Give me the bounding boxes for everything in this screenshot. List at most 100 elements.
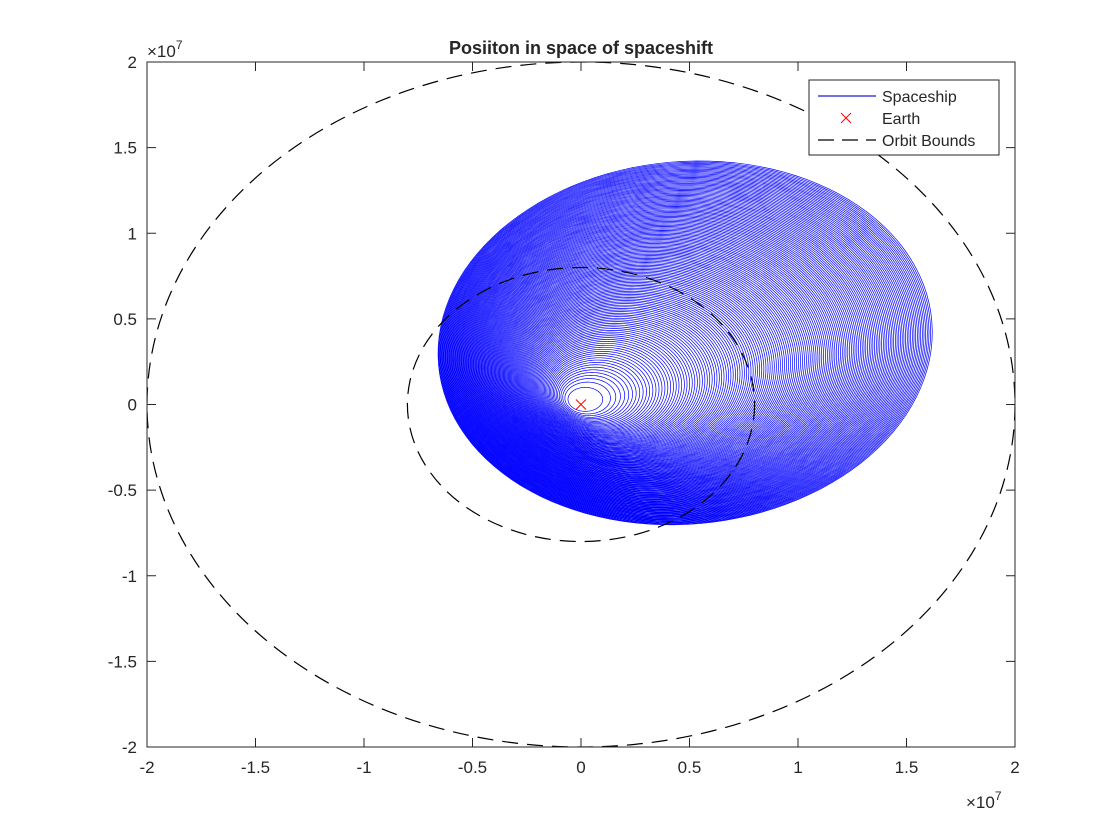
spaceship-orbit-line (513, 293, 741, 458)
y-axis-ticks: -2 -1.5 -1 -0.5 0 0.5 1 1.5 2 (108, 53, 1015, 757)
spaceship-orbit-line (520, 306, 723, 452)
spaceship-orbit-line (461, 203, 872, 504)
spaceship-orbit-line (475, 228, 836, 491)
spaceship-orbit-line (450, 184, 900, 514)
spaceship-orbit-line (503, 277, 765, 467)
spaceship-orbit-line (490, 255, 797, 478)
x-tick-label: -0.5 (458, 758, 487, 777)
spaceship-orbit-line (469, 217, 852, 497)
spaceship-orbit-line (509, 287, 750, 461)
spaceship-orbit-line (459, 199, 877, 506)
spaceship-orbit-line (538, 337, 677, 437)
spaceship-orbit-line (535, 331, 685, 440)
orbit-bounds (147, 62, 1015, 747)
spaceship-orbit-line (462, 206, 868, 503)
legend-box (808, 79, 1000, 156)
spaceship-orbit-line (521, 308, 720, 451)
y-axis-exponent-power: 7 (176, 38, 183, 52)
spaceship-orbit-line (543, 346, 663, 432)
spaceship-orbit-line (445, 174, 913, 518)
spaceship-orbit-line (470, 219, 849, 496)
spaceship-orbit-line (443, 171, 918, 520)
spaceship-orbit-line (541, 342, 669, 434)
legend-earth-label: Earth (882, 111, 920, 128)
spaceship-orbit-line (449, 181, 903, 515)
spaceship-orbit-line (486, 247, 809, 482)
legend-spaceship-label: Spaceship (882, 89, 957, 106)
x-tick-label: -1.5 (241, 758, 270, 777)
spaceship-orbit-line (466, 213, 858, 499)
y-tick-label: 2 (128, 53, 137, 72)
spaceship-orbit-line (539, 339, 674, 436)
spaceship-orbit-line (458, 198, 879, 506)
spaceship-orbit-line (537, 335, 680, 438)
spaceship-orbit-line (494, 262, 787, 474)
spaceship-orbit-line (522, 309, 718, 451)
spaceship-orbit-line (552, 361, 641, 425)
spaceship-orbit-line (472, 222, 845, 494)
spaceship-orbit-line (463, 207, 867, 502)
spaceship-orbit-line (477, 231, 832, 490)
spaceship-orbit-line (515, 298, 734, 456)
spaceship-orbit-line (511, 290, 745, 460)
orbit-bound-circle (406, 266, 756, 543)
spaceship-orbit-line (457, 196, 883, 508)
spaceship-orbit-line (506, 282, 758, 464)
spaceship-orbit-line (454, 191, 889, 510)
legend: Spaceship Earth Orbit Bounds (808, 79, 1000, 156)
spaceship-orbit-line (488, 251, 803, 480)
spaceship-orbit-line (510, 289, 747, 461)
y-tick-label: -0.5 (108, 481, 137, 500)
spaceship-orbit-line (446, 175, 912, 518)
spaceship-orbit-line (534, 329, 688, 441)
spaceship-orbit-line (498, 269, 777, 471)
spaceship-orbit-line (560, 375, 621, 418)
spaceship-orbit-line (472, 223, 843, 494)
spaceship-orbit-line (555, 366, 633, 422)
y-tick-label: 1 (128, 224, 137, 243)
y-tick-label: 0.5 (113, 310, 137, 329)
spaceship-orbit-line (493, 259, 791, 476)
spaceship-orbit-line (440, 165, 927, 523)
spaceship-orbit-line (477, 232, 830, 489)
chart-title: Posiiton in space of spaceshift (449, 38, 713, 58)
spaceship-orbit-line (489, 253, 799, 479)
spaceship-orbit-line (448, 179, 906, 516)
spaceship-orbit-line (507, 284, 754, 463)
spaceship-orbit-line (468, 216, 854, 498)
y-tick-label: -1 (122, 567, 137, 586)
x-axis-exponent-power: 7 (995, 789, 1002, 803)
x-tick-label: -2 (139, 758, 154, 777)
spaceship-orbit-line (455, 193, 886, 509)
spaceship-orbit-line (471, 221, 847, 495)
spaceship-orbit-line (528, 321, 701, 445)
spaceship-orbit-line (495, 263, 785, 474)
spaceship-orbit-line (451, 185, 898, 513)
spaceship-orbit-line (567, 387, 604, 412)
spaceship-orbit-line (469, 218, 850, 496)
spaceship-orbit-line (437, 160, 933, 526)
spaceship-orbit-line (444, 172, 917, 520)
spaceship-orbit-line (447, 178, 908, 517)
earth-marker (575, 399, 587, 410)
spaceship-orbit-line (438, 161, 931, 525)
spaceship-orbit-line (501, 273, 771, 469)
spaceship-orbit-line (540, 341, 672, 435)
spaceship-orbit-line (479, 236, 825, 487)
spaceship-orbit-line (531, 326, 693, 442)
y-tick-label: 0 (128, 396, 137, 415)
spaceship-orbit-line (466, 212, 860, 499)
spaceship-orbit-line (489, 252, 801, 479)
y-tick-label: -2 (122, 738, 137, 757)
spaceship-orbit-line (524, 312, 713, 449)
legend-earth-swatch (840, 112, 852, 124)
spaceship-orbit-line (460, 201, 876, 505)
spaceship-orbit-line (465, 210, 861, 500)
spaceship-orbit-line (464, 209, 863, 501)
x-tick-label: -1 (356, 758, 371, 777)
y-axis-exponent-base: ×10 (147, 42, 176, 61)
spaceship-orbit-line (558, 372, 626, 420)
spaceship-orbit-line (440, 166, 925, 523)
spaceship-orbit-line (485, 245, 811, 483)
